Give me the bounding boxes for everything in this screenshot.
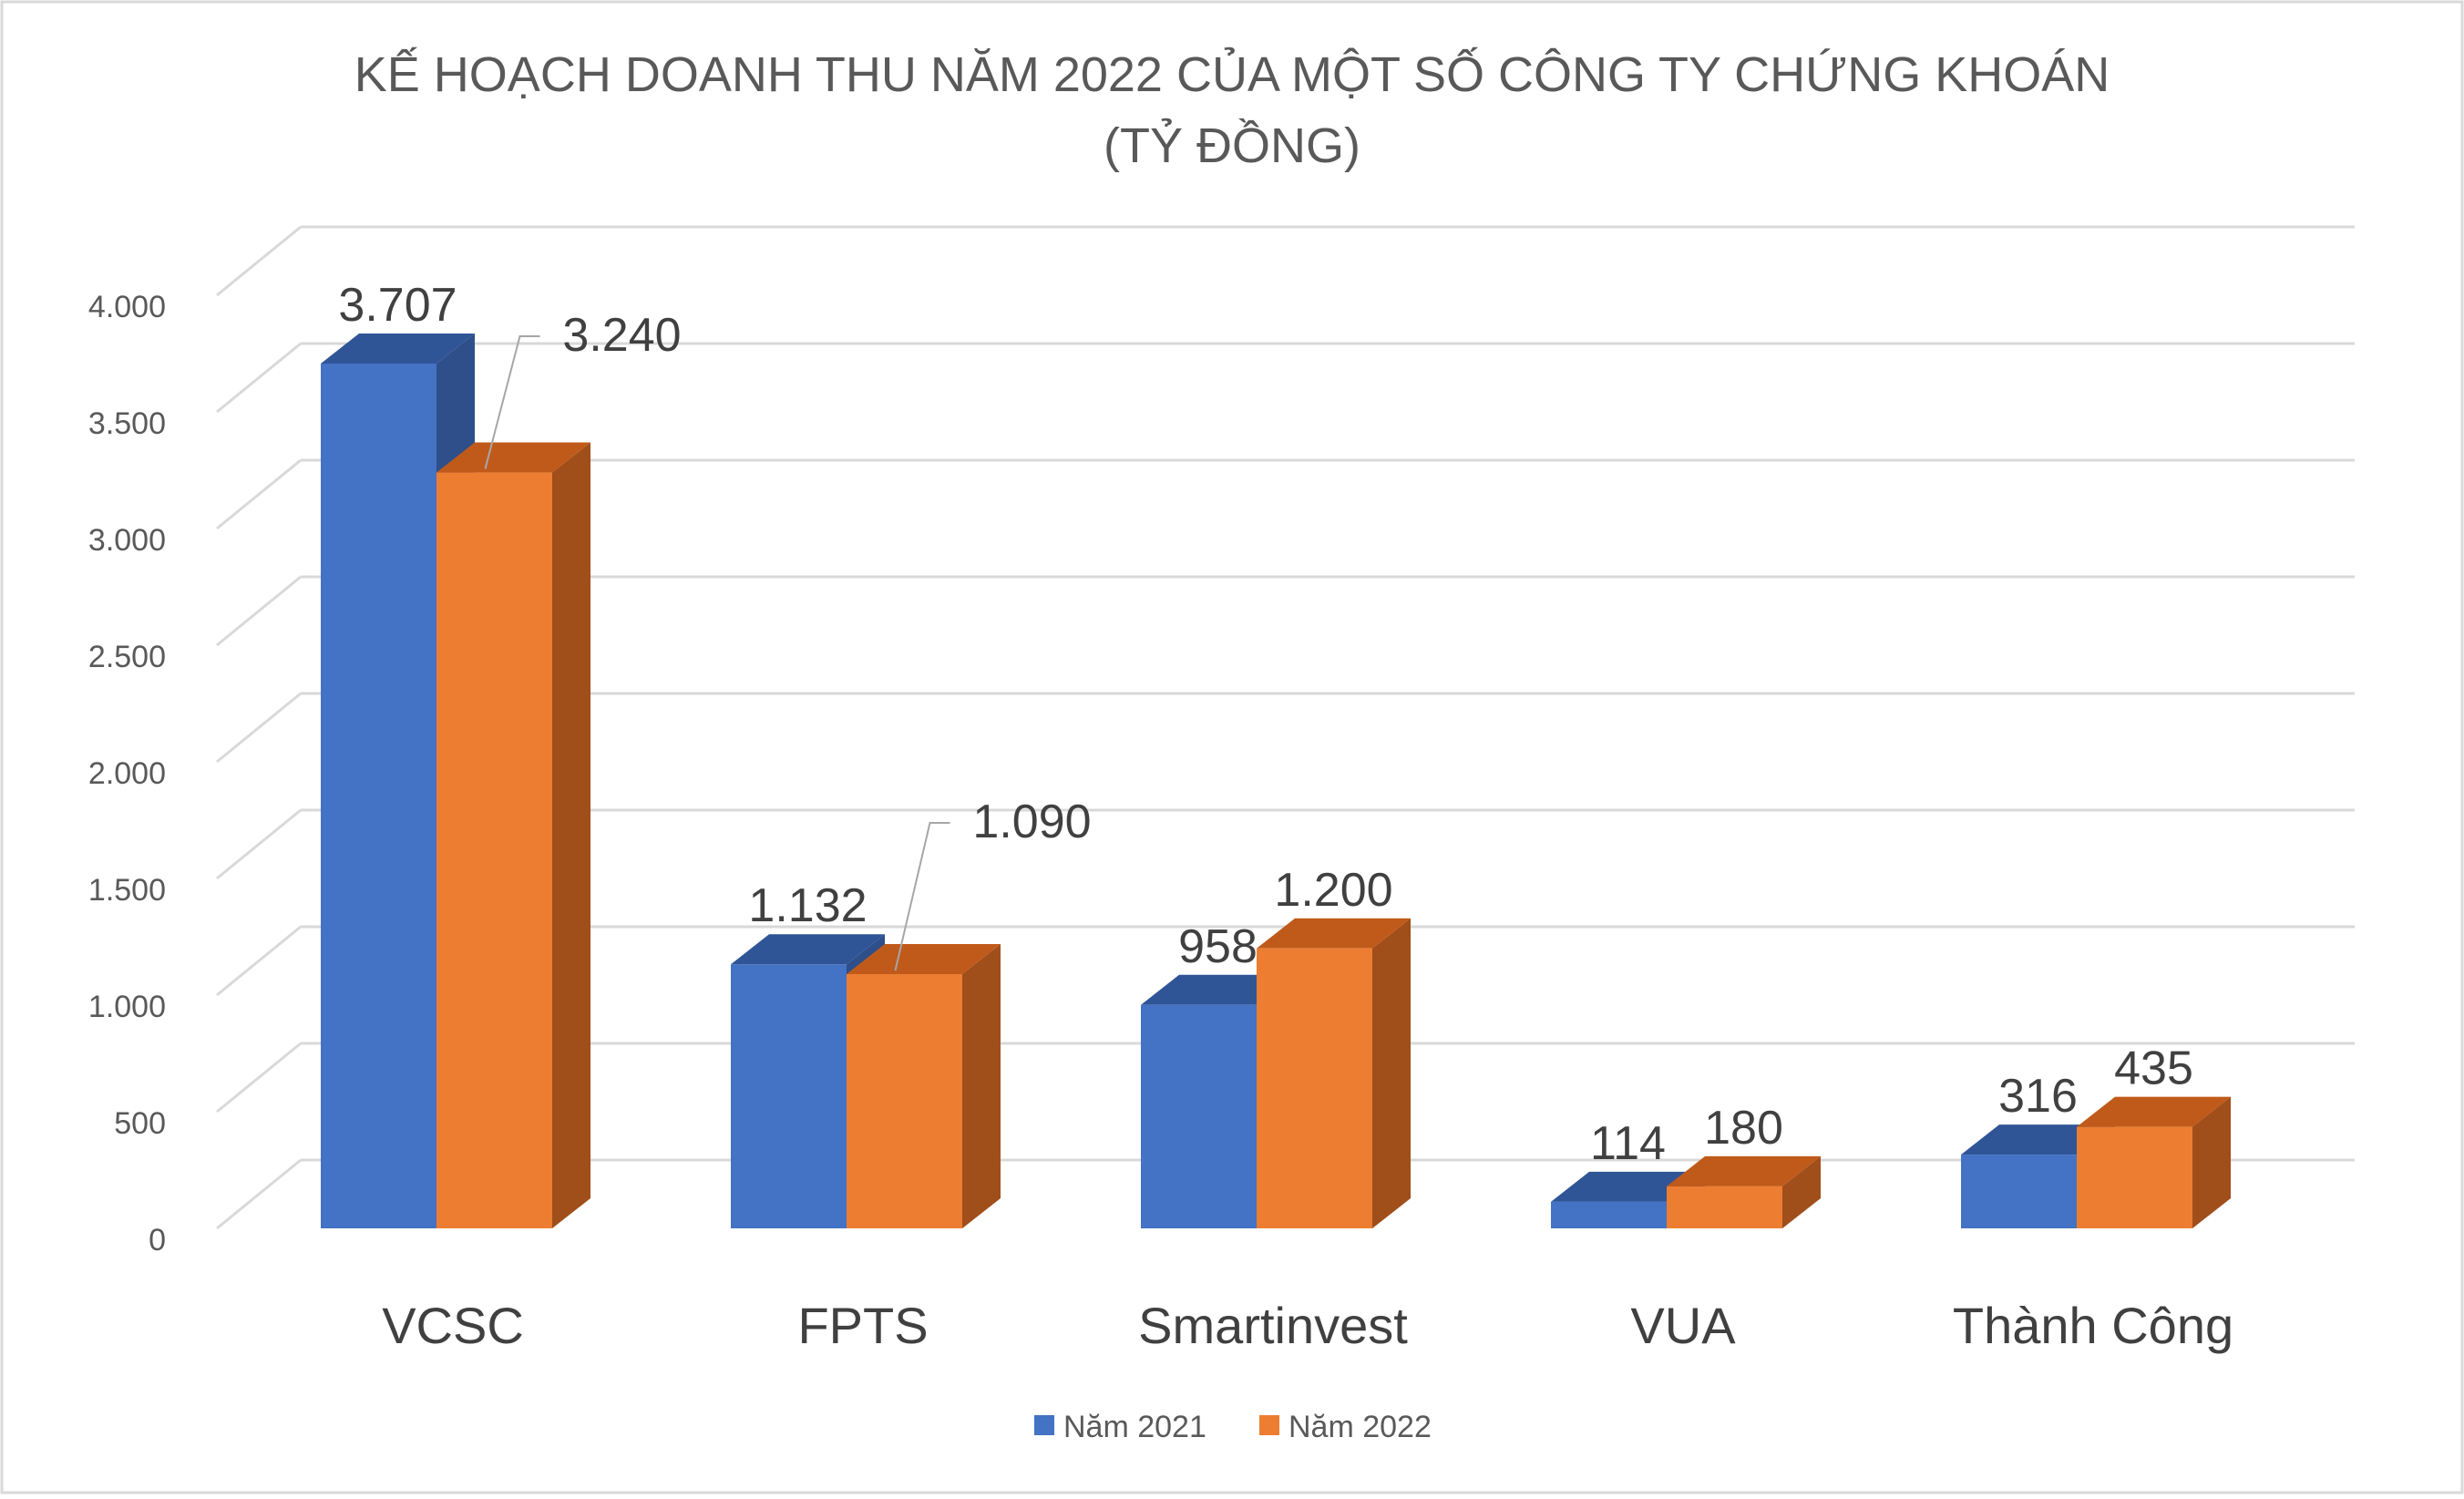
bar-side-2022 [552, 442, 590, 1228]
chart-title: KẾ HOẠCH DOANH THU NĂM 2022 CỦA MỘT SỐ C… [354, 47, 2110, 102]
bar-top-2021 [1961, 1124, 2115, 1155]
gridline-diagonal [216, 1158, 302, 1230]
legend-swatch-2022 [1259, 1415, 1279, 1435]
gridline-diagonal [216, 925, 302, 997]
data-label: 316 [1998, 1070, 2078, 1123]
bar-2022 [1257, 948, 1372, 1228]
gridline-diagonal [216, 225, 302, 297]
bar-2022 [1667, 1186, 1782, 1228]
y-tick-label: 2.000 [88, 756, 166, 791]
leader-line [894, 822, 950, 971]
data-label: 3.240 [562, 309, 681, 362]
y-tick-label: 3.000 [88, 523, 166, 558]
data-label: 1.090 [972, 796, 1091, 848]
bar-2021 [1141, 1004, 1257, 1228]
bar-top-2022 [1257, 918, 1411, 949]
bar-top-2021 [1141, 974, 1295, 1005]
gridline-diagonal [216, 342, 302, 414]
y-tick-label: 1.000 [88, 990, 166, 1024]
data-label: 958 [1178, 920, 1258, 973]
gridlines [216, 225, 2355, 1230]
bar-2022 [847, 973, 962, 1228]
bar-top-2022 [436, 442, 590, 473]
data-label: 1.200 [1274, 864, 1392, 917]
category-label: Smartinvest [1138, 1297, 1408, 1354]
data-label: 114 [1590, 1117, 1666, 1170]
gridline-diagonal [216, 1042, 302, 1114]
y-tick-label: 3.500 [88, 406, 166, 441]
legend-label: Năm 2021 [1063, 1410, 1206, 1444]
y-tick-label: 500 [114, 1106, 166, 1141]
y-tick-label: 2.500 [88, 640, 166, 674]
bar-side-2022 [2192, 1096, 2231, 1228]
chart-subtitle: (TỶ ĐỒNG) [1104, 118, 1360, 173]
category-label: Thành Công [1953, 1297, 2233, 1354]
bar-2022 [2077, 1126, 2192, 1228]
bar-top-2022 [847, 943, 1001, 974]
bar-top-2021 [731, 934, 885, 965]
data-labels: 3.707 3.240 1.132 1.090 958 1.200 114 180 316 435 [338, 279, 2192, 1170]
bar-top-2022 [1667, 1155, 1821, 1186]
gridline-diagonal [216, 575, 302, 647]
bar-side-2022 [1782, 1155, 1821, 1228]
leader-line [484, 335, 540, 469]
data-label: 1.132 [748, 879, 867, 932]
y-tick-label: 4.000 [88, 290, 166, 324]
bar-top-2022 [2077, 1096, 2231, 1127]
category-label: FPTS [797, 1297, 928, 1354]
y-tick-label: 0 [149, 1223, 166, 1258]
bar-top-2021 [1551, 1171, 1705, 1202]
y-axis-ticks: 0 500 1.000 1.500 2.000 2.500 3.000 3.500 4.000 [88, 290, 166, 1258]
data-label: 3.707 [338, 279, 457, 332]
legend-label: Năm 2022 [1288, 1410, 1432, 1444]
bar-2021 [1961, 1155, 2077, 1228]
gridline-diagonal [216, 458, 302, 530]
legend-swatch-2021 [1034, 1415, 1054, 1435]
bar-top-2021 [321, 334, 475, 364]
x-axis-categories: VCSC FPTS Smartinvest VUA Thành Công [382, 1297, 2233, 1354]
category-label: VCSC [382, 1297, 524, 1354]
category-label: VUA [1630, 1297, 1736, 1354]
gridline-diagonal [216, 808, 302, 880]
data-label: 180 [1704, 1102, 1783, 1155]
bars [321, 334, 2231, 1228]
y-tick-label: 1.500 [88, 873, 166, 908]
data-label: 435 [2114, 1042, 2193, 1095]
gridline-diagonal [216, 692, 302, 764]
bar-2022 [436, 472, 552, 1228]
bar-2021 [1551, 1201, 1667, 1228]
bar-2021 [321, 364, 436, 1228]
bar-2021 [731, 964, 847, 1228]
legend: Năm 2021 Năm 2022 [1034, 1410, 1432, 1444]
bar-side-2022 [1372, 918, 1411, 1228]
bar-side-2022 [962, 943, 1001, 1228]
